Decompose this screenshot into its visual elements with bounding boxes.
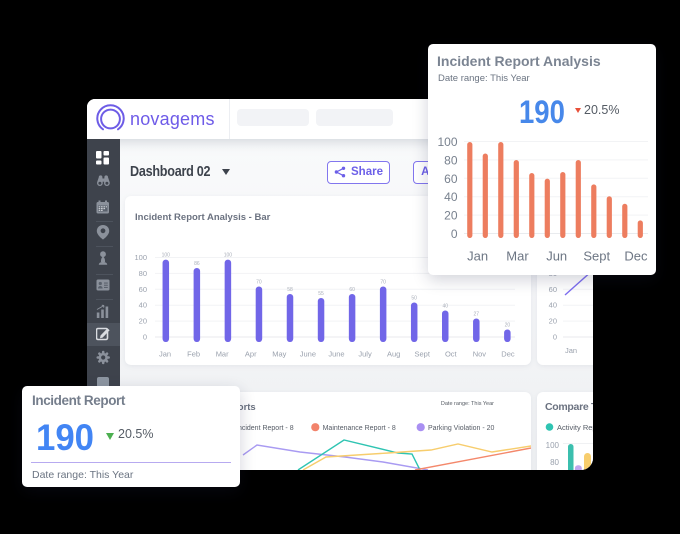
svg-text:Aug: Aug [387,350,400,359]
svg-text:40: 40 [442,304,448,310]
svg-text:Mar: Mar [216,350,229,359]
svg-text:Jan: Jan [159,350,171,359]
svg-text:Parking Violation - 20: Parking Violation - 20 [428,425,495,432]
svg-text:60: 60 [139,285,147,294]
svg-text:60: 60 [444,172,458,186]
svg-text:86: 86 [194,261,200,267]
svg-text:June: June [328,350,344,359]
svg-text:55: 55 [318,291,324,297]
svg-text:May: May [272,350,286,359]
svg-text:Maintenance Report - 8: Maintenance Report - 8 [323,425,396,432]
svg-text:0: 0 [451,227,458,241]
svg-text:100: 100 [224,253,233,259]
svg-text:Jan: Jan [467,249,488,264]
svg-text:100: 100 [162,253,171,259]
svg-text:Jan: Jan [565,346,577,355]
svg-text:Mar: Mar [506,249,529,264]
svg-text:80: 80 [444,153,458,167]
svg-text:80: 80 [550,458,559,467]
svg-text:Activity Report - 90: Activity Report - 90 [557,423,593,432]
svg-text:June: June [300,350,316,359]
svg-text:100: 100 [546,441,560,450]
svg-text:58: 58 [287,287,293,293]
svg-text:100: 100 [134,253,147,262]
svg-text:0: 0 [553,333,557,342]
svg-text:Dec: Dec [501,350,515,359]
svg-text:70: 70 [380,280,386,286]
svg-text:20: 20 [549,317,557,326]
svg-text:0: 0 [143,333,147,342]
svg-text:40: 40 [139,301,147,310]
svg-text:Nov: Nov [473,350,487,359]
svg-text:80: 80 [139,269,147,278]
svg-text:Oct: Oct [445,350,458,359]
svg-text:70: 70 [256,280,262,286]
svg-text:Sept: Sept [583,249,610,264]
svg-text:100: 100 [437,135,457,149]
svg-text:40: 40 [444,190,458,204]
svg-text:20: 20 [139,317,147,326]
svg-text:Dec: Dec [624,249,648,264]
svg-text:60: 60 [349,287,355,293]
svg-text:Sept: Sept [415,350,431,359]
svg-text:50: 50 [411,296,417,302]
svg-text:60: 60 [549,285,557,294]
svg-text:Feb: Feb [187,350,200,359]
svg-text:Incident Report - 8: Incident Report - 8 [236,425,294,432]
svg-text:Jun: Jun [546,249,567,264]
svg-text:20: 20 [505,323,511,329]
svg-text:20: 20 [444,209,458,223]
svg-text:40: 40 [549,301,557,310]
svg-text:27: 27 [474,312,480,318]
svg-text:Apr: Apr [245,350,257,359]
svg-text:July: July [358,350,372,359]
